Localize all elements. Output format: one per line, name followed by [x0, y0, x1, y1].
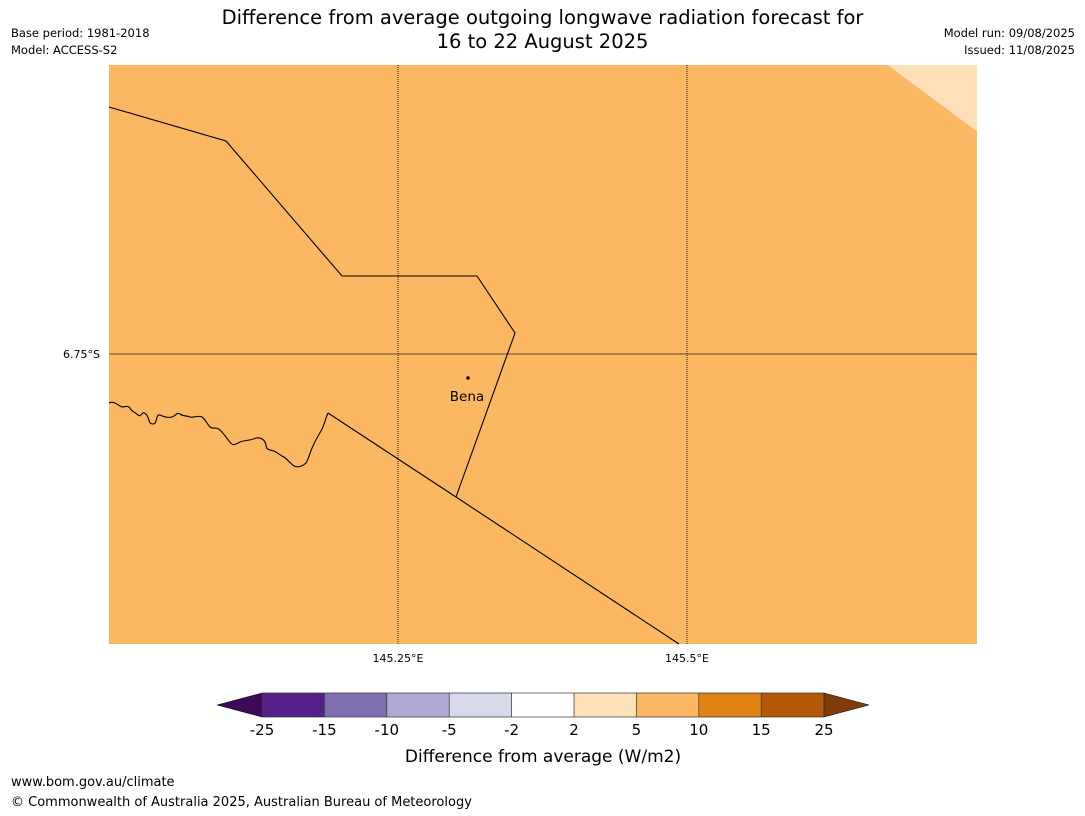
colorbar-segment-2 [324, 693, 387, 717]
bena-marker [466, 376, 470, 380]
colorbar-extend-high [823, 692, 870, 718]
corner-region-edge [886, 64, 978, 133]
province-boundary-south [327, 412, 680, 645]
base-period-text: Base period: 1981-2018 [11, 26, 150, 40]
colorbar-segment-7 [636, 693, 699, 717]
colorbar-tick-label: -25 [250, 721, 275, 739]
model-run-text: Model run: 09/08/2025 [943, 26, 1075, 40]
footer-website: www.bom.gov.au/climate [11, 775, 175, 790]
colorbar-tick-label: 15 [752, 721, 771, 739]
map-background [109, 65, 977, 644]
issued-text: Issued: 11/08/2025 [964, 43, 1075, 57]
colorbar-tick-label: 25 [814, 721, 833, 739]
title-line-1: Difference from average outgoing longwav… [221, 6, 864, 29]
colorbar-tick-label: -5 [442, 721, 457, 739]
colorbar-segment-1 [262, 693, 325, 717]
page-title: Difference from average outgoing longwav… [0, 6, 1085, 54]
meta-right: Model run: 09/08/2025 Issued: 11/08/2025 [944, 25, 1075, 59]
colorbar-segment-4 [449, 693, 512, 717]
colorbar-segment-9 [761, 693, 824, 717]
meta-left: Base period: 1981-2018 Model: ACCESS-S2 [11, 25, 150, 59]
colorbar-extend-low [216, 692, 263, 718]
bena-label: Bena [450, 389, 484, 405]
lat-label-6-75: 6.75°S [63, 348, 100, 361]
colorbar: -25 -15 -10 -5 -2 2 5 10 15 25 Differenc… [216, 692, 870, 767]
colorbar-tick-label: -2 [504, 721, 519, 739]
colorbar-tick-label: 5 [632, 721, 642, 739]
colorbar-tick-label: 10 [689, 721, 708, 739]
footer-copyright: © Commonwealth of Australia 2025, Austra… [11, 795, 472, 810]
colorbar-tick-label: 2 [569, 721, 579, 739]
colorbar-segment-8 [698, 693, 762, 717]
colorbar-title: Difference from average (W/m2) [405, 747, 681, 767]
colorbar-segment-6 [574, 693, 637, 717]
river-boundary [108, 401, 329, 468]
colorbar-outline [261, 692, 825, 718]
colorbar-segment-5 [511, 693, 574, 717]
colorbar-tick-label: -10 [375, 721, 400, 739]
colorbar-segment-3 [386, 693, 450, 717]
lon-label-145-25: 145.25°E [373, 652, 424, 665]
model-text: Model: ACCESS-S2 [11, 43, 118, 57]
province-boundary-north [108, 106, 516, 498]
map-area: Bena 6.75°S 145.25°E 145.5°E [63, 64, 978, 665]
colorbar-tick-label: -15 [312, 721, 337, 739]
title-line-2: 16 to 22 August 2025 [436, 30, 649, 53]
lon-label-145-5: 145.5°E [665, 652, 709, 665]
